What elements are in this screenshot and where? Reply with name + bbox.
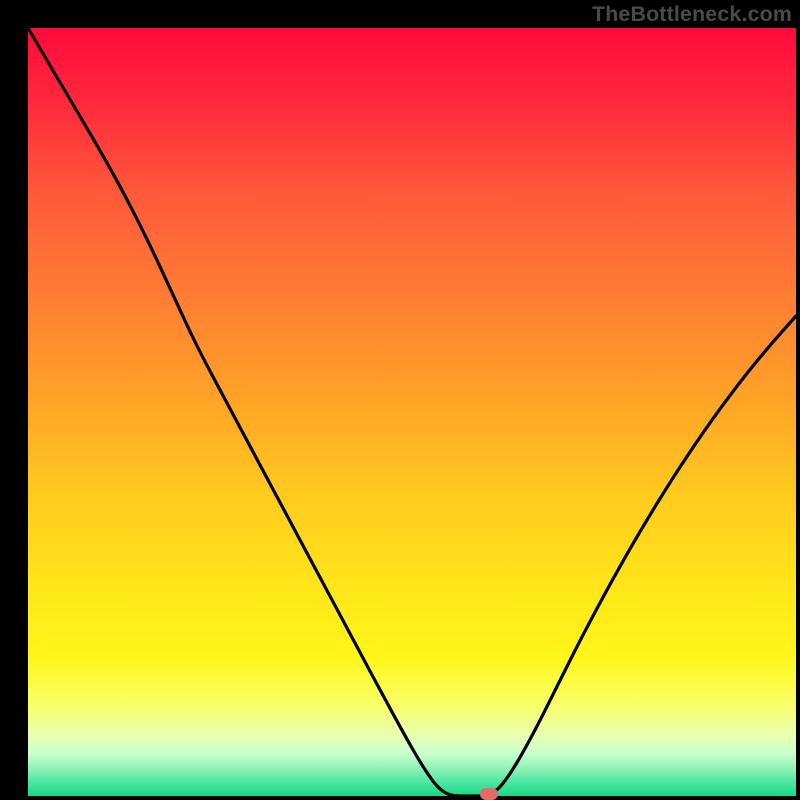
watermark-source: TheBottleneck.com bbox=[592, 2, 792, 27]
bottleneck-curve bbox=[28, 28, 796, 796]
optimal-point-marker bbox=[480, 788, 498, 800]
